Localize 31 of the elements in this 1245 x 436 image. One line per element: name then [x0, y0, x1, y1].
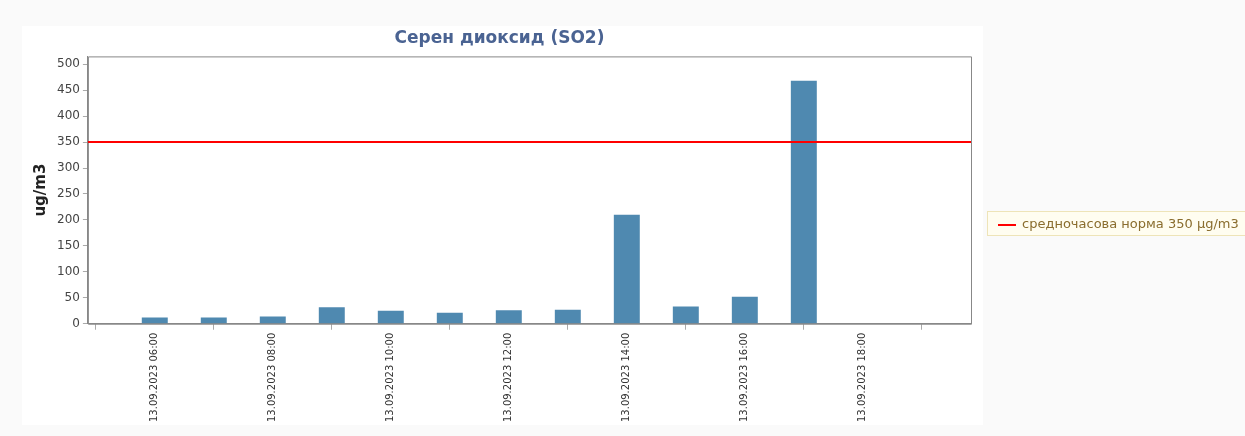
y-tick-label: 250	[57, 186, 80, 201]
y-tick-label: 350	[57, 134, 80, 149]
y-tick-label: 100	[57, 263, 80, 278]
chart-title: Серен диоксид (SO2)	[394, 26, 605, 47]
bar	[790, 80, 817, 324]
y-tick-label: 0	[72, 315, 80, 330]
x-tick-label: 13.09.2023 18:00	[856, 332, 868, 423]
bar	[554, 309, 581, 324]
x-tick-label: 13.09.2023 06:00	[148, 332, 160, 423]
y-tick-label: 300	[57, 160, 80, 175]
x-tick-label: 13.09.2023 12:00	[502, 332, 514, 423]
bar	[613, 214, 640, 324]
y-tick-label: 450	[57, 82, 80, 97]
bar	[318, 307, 345, 324]
x-tick-label: 13.09.2023 16:00	[738, 332, 750, 423]
y-tick-label: 150	[57, 238, 80, 252]
bar	[495, 310, 522, 324]
x-tick-label: 13.09.2023 14:00	[620, 332, 632, 423]
bar	[377, 310, 404, 324]
legend-label: средночасова норма 350 µg/m3	[1022, 216, 1239, 231]
y-axis-title: ug/m3	[30, 163, 49, 217]
bar	[731, 296, 758, 324]
bar	[672, 306, 699, 324]
y-tick-label: 400	[57, 108, 80, 123]
x-tick-label: 13.09.2023 10:00	[384, 332, 396, 423]
y-tick-label: 200	[57, 212, 80, 227]
y-tick-label: 500	[57, 56, 80, 71]
y-tick-label: 50	[64, 289, 80, 304]
bar	[259, 316, 286, 324]
x-tick-label: 13.09.2023 08:00	[266, 332, 278, 423]
bar	[436, 312, 463, 324]
